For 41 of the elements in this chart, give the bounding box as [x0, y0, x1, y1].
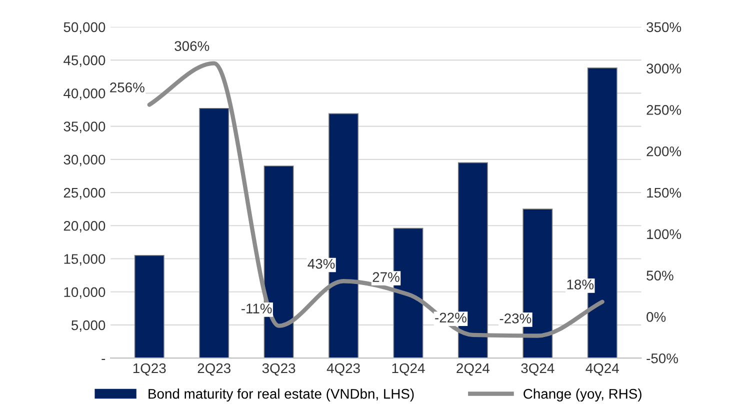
- x-tick-label: 2Q24: [456, 363, 490, 376]
- y-tick-label: -: [102, 358, 106, 360]
- x-tick-label: 4Q24: [586, 363, 619, 376]
- x-tick-label: 2Q23: [198, 363, 230, 376]
- y-tick-label: 20,000: [64, 220, 106, 232]
- y-tick-label: 25,000: [64, 188, 106, 200]
- x-tick-label: 4Q23: [326, 363, 360, 376]
- y2-tick-label: 350%: [646, 22, 682, 32]
- data-label: -23%: [500, 314, 532, 324]
- y2-tick-label: 150%: [647, 188, 682, 198]
- x-tick-label: 1Q24: [392, 363, 425, 376]
- x-tick-label: 3Q24: [521, 363, 554, 376]
- data-label: 43%: [308, 258, 335, 269]
- line-series: [147, 61, 604, 338]
- bar: [199, 108, 230, 358]
- x-tick-label: 3Q23: [262, 363, 296, 376]
- y-tick-label: 35,000: [64, 122, 106, 134]
- y-tick-label: 10,000: [64, 287, 106, 299]
- data-label: -22%: [435, 312, 466, 323]
- data-label: 256%: [110, 82, 144, 92]
- legend-label: Change (yoy, RHS): [524, 388, 642, 402]
- legend-label: Bond maturity for real estate (VNDbn, LHS): [148, 388, 414, 402]
- data-label: -11%: [241, 304, 272, 314]
- data-label: 27%: [372, 272, 400, 282]
- y-tick-label: 45,000: [64, 55, 106, 67]
- y2-tick-label: 300%: [646, 64, 682, 74]
- y-tick-label: 30,000: [64, 154, 106, 166]
- bar: [134, 255, 164, 358]
- y2-tick-label: -50%: [646, 353, 678, 364]
- data-label: 306%: [174, 41, 210, 51]
- y2-tick-label: 0%: [646, 312, 666, 322]
- y2-tick-label: 200%: [646, 146, 682, 156]
- y-tick-label: 40,000: [64, 88, 106, 100]
- y2-tick-label: 100%: [647, 229, 682, 240]
- y-tick-label: 5,000: [71, 320, 106, 332]
- x-tick-label: 1Q23: [133, 363, 166, 376]
- y2-tick-label: 50%: [646, 270, 674, 280]
- data-label: 18%: [567, 280, 594, 290]
- y-tick-label: 15,000: [64, 254, 106, 266]
- y2-tick-label: 250%: [646, 105, 682, 115]
- y-tick-label: 50,000: [64, 22, 106, 34]
